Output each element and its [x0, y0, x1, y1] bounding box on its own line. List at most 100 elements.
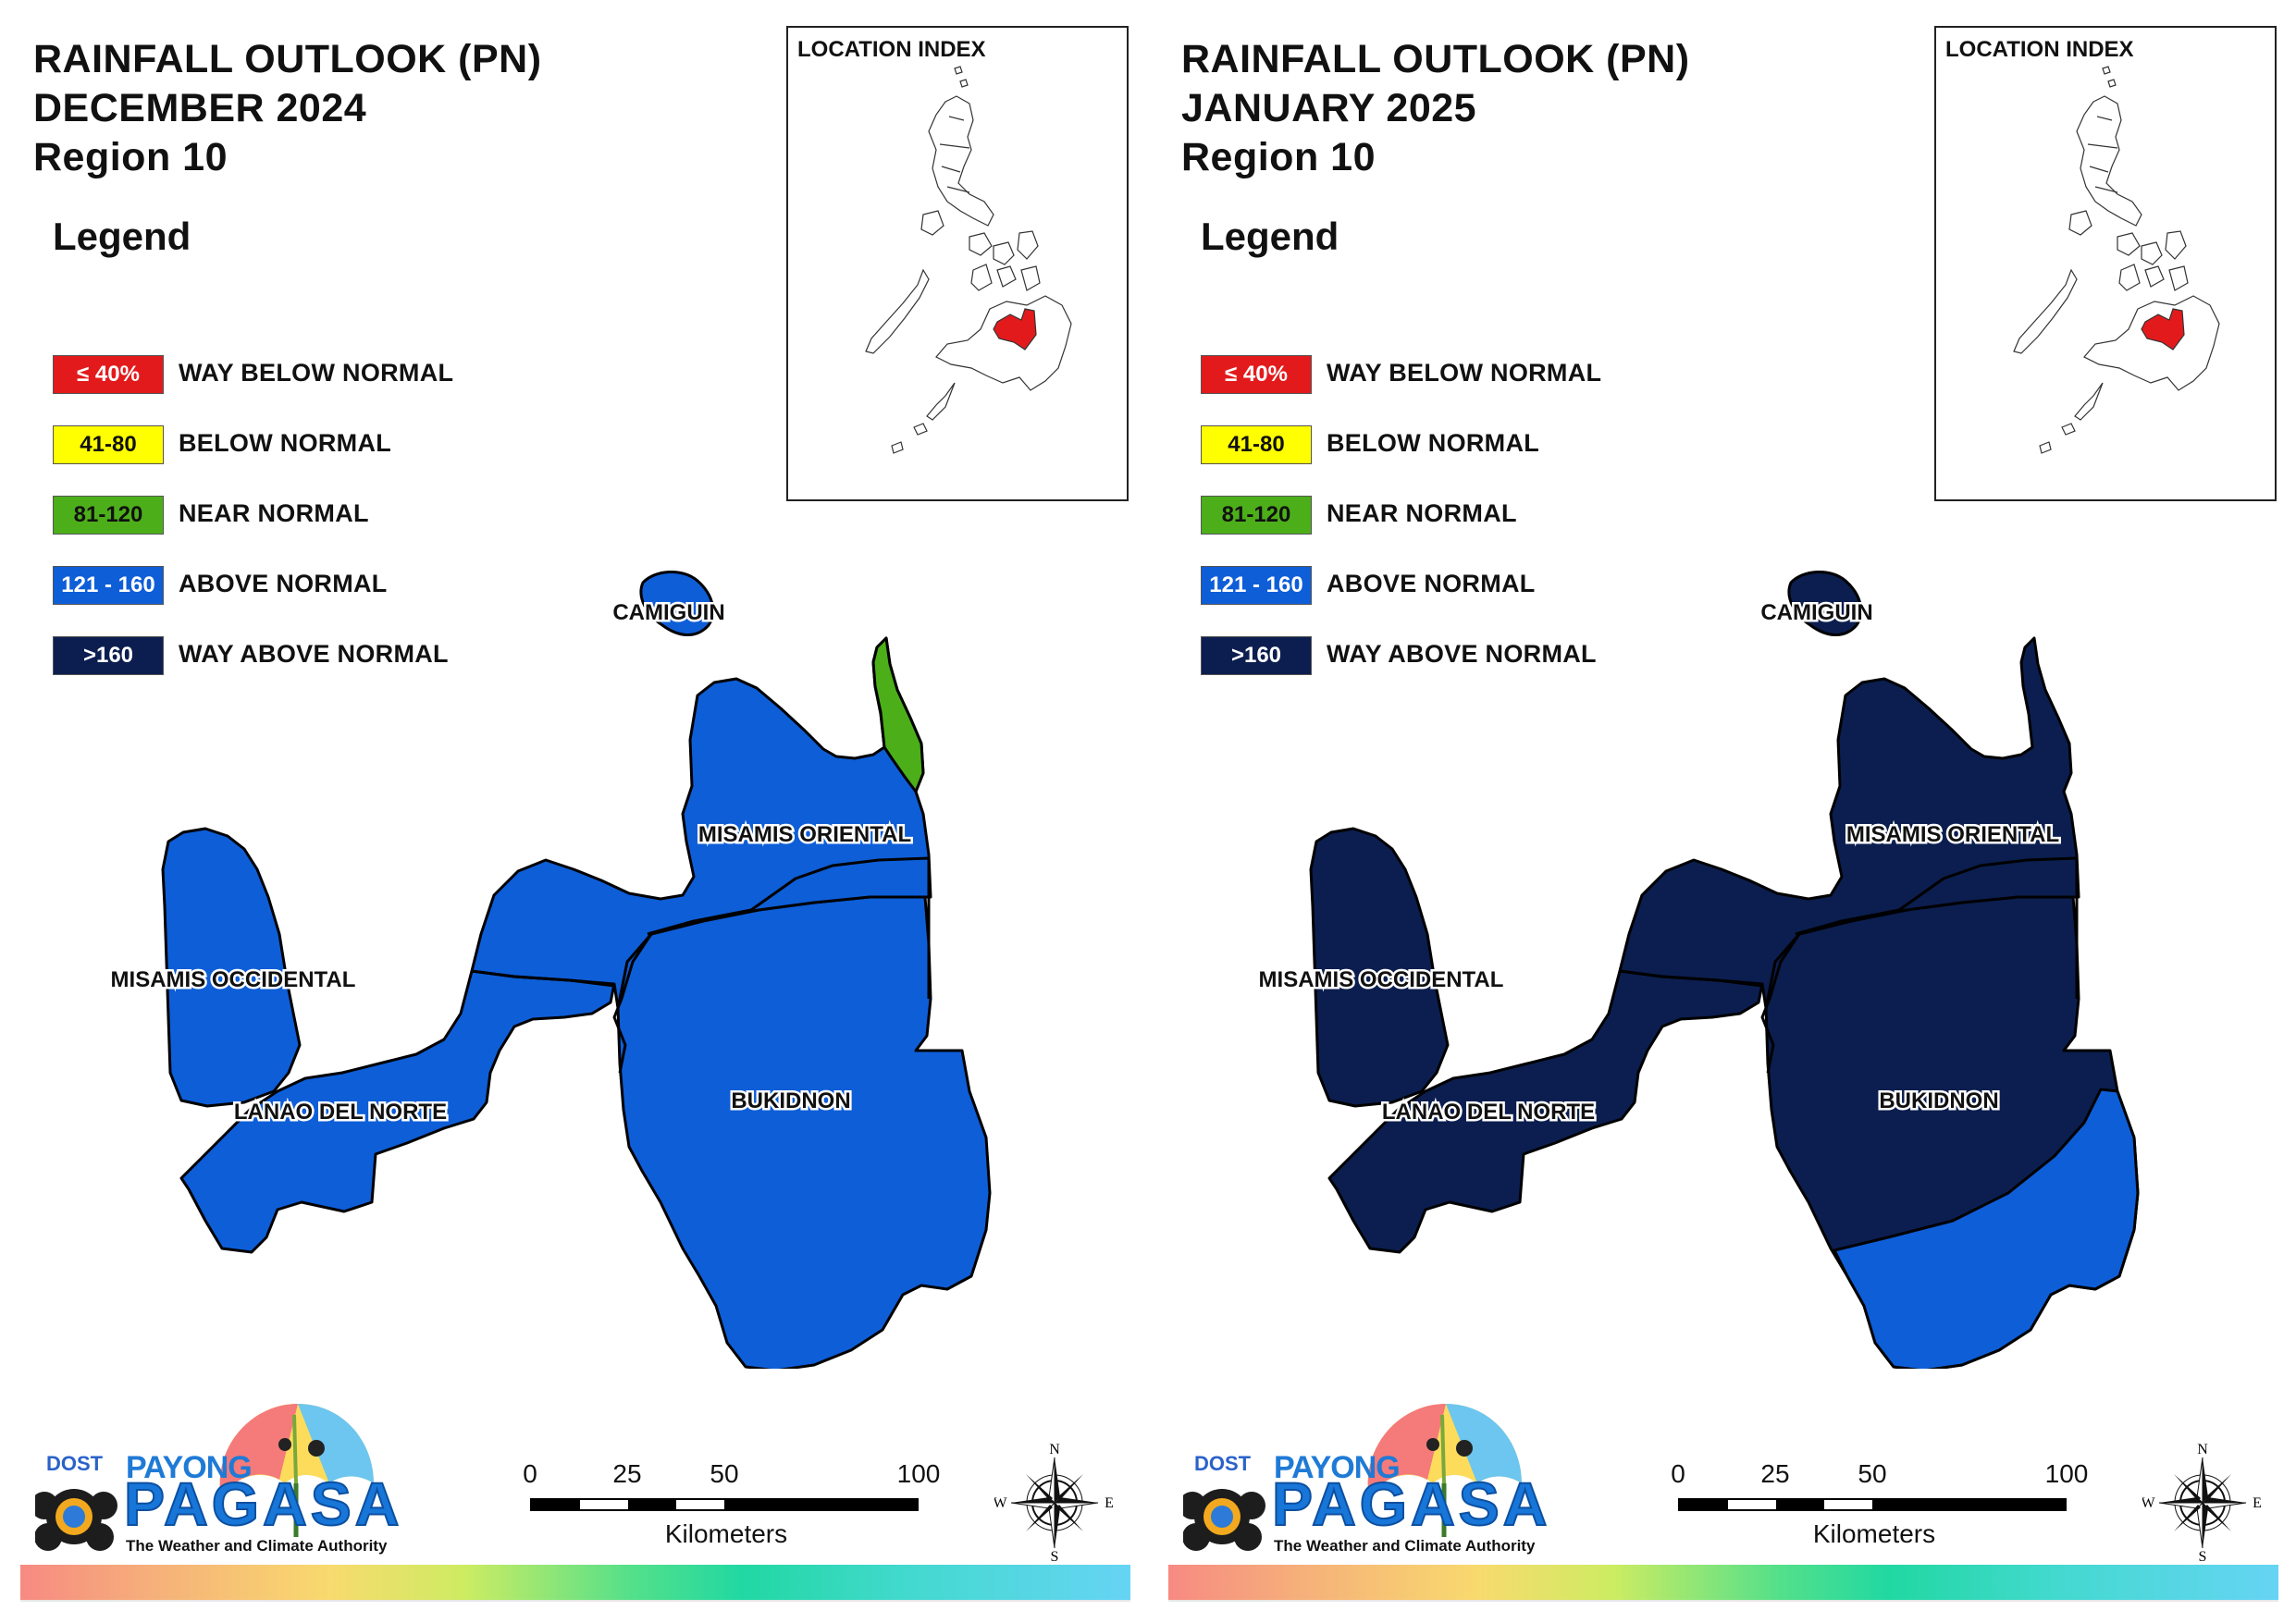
label-lanao-del-norte: LANAO DEL NORTE — [1382, 1100, 1595, 1125]
province-misamis-oriental — [470, 636, 932, 1010]
province-camiguin — [1787, 570, 1863, 636]
title-line-1: RAINFALL OUTLOOK (PN) — [33, 37, 542, 81]
pagasa-text: PAGASA — [123, 1469, 403, 1539]
title-line-2: JANUARY 2025 — [1181, 86, 1477, 130]
compass-e: E — [2253, 1495, 2262, 1511]
legend-label: WAY BELOW NORMAL — [179, 359, 454, 387]
legend-swatch: 41-80 — [53, 425, 164, 464]
umbrella-icon — [1183, 1404, 1522, 1551]
compass-w: W — [2142, 1495, 2155, 1511]
legend-item: ≤ 40% WAY BELOW NORMAL — [53, 355, 571, 394]
legend-swatch: ≤ 40% — [1201, 355, 1312, 394]
province-bukidnon — [616, 895, 992, 1369]
scale-tick-100: 100 — [2044, 1459, 2089, 1488]
scale-tick-50: 50 — [1858, 1459, 1887, 1488]
map-title: RAINFALL OUTLOOK (PN) DECEMBER 2024 Regi… — [33, 35, 542, 182]
legend-heading: Legend — [53, 215, 191, 258]
above-normal-zone — [1833, 1088, 2140, 1369]
compass-w: W — [994, 1495, 1007, 1511]
legend-heading: Legend — [1201, 215, 1339, 258]
title-line-3: Region 10 — [1181, 135, 1376, 179]
compass-n: N — [2197, 1442, 2208, 1457]
label-camiguin: CAMIGUIN — [1760, 600, 1872, 625]
scale-unit: Kilometers — [1812, 1519, 1936, 1548]
region-10-map: CAMIGUIN MISAMIS ORIENTAL MISAMIS OCCIDE… — [1256, 570, 2140, 1369]
title-line-2: DECEMBER 2024 — [33, 86, 367, 130]
compass-rose-icon: N S W E — [2142, 1442, 2262, 1561]
legend-label: WAY ABOVE NORMAL — [179, 640, 449, 668]
near-normal-zone — [871, 636, 925, 793]
payong-text: PAYONG — [1274, 1450, 1401, 1485]
title-line-3: Region 10 — [33, 135, 228, 179]
legend-item: 41-80 BELOW NORMAL — [53, 425, 571, 464]
province-misamis-oriental — [1618, 636, 2080, 1010]
province-lanao-del-norte — [1327, 969, 1764, 1254]
location-index: LOCATION INDEX — [1934, 26, 2277, 501]
footer-rule — [20, 1600, 1130, 1602]
legend-label: NEAR NORMAL — [1327, 499, 1517, 527]
legend-swatch: 81-120 — [1201, 496, 1312, 535]
legend-swatch: 121 - 160 — [1201, 566, 1312, 605]
legend-item: 121 - 160 ABOVE NORMAL — [53, 566, 571, 605]
label-lanao-del-norte: LANAO DEL NORTE — [234, 1100, 447, 1125]
legend-item: 121 - 160 ABOVE NORMAL — [1201, 566, 1719, 605]
dost-text: DOST — [1194, 1452, 1252, 1475]
location-index: LOCATION INDEX — [786, 26, 1129, 501]
legend-label: ABOVE NORMAL — [1327, 570, 1536, 597]
rainbow-footer-bar — [1168, 1565, 2278, 1600]
philippines-inset-map — [2013, 66, 2220, 454]
region-10-highlight — [2141, 308, 2185, 350]
scale-tick-0: 0 — [523, 1459, 537, 1488]
philippines-inset-map — [865, 66, 1072, 454]
legend-item: ≤ 40% WAY BELOW NORMAL — [1201, 355, 1719, 394]
label-misamis-oriental: MISAMIS ORIENTAL — [1846, 822, 2059, 847]
region-10-map: CAMIGUIN MISAMIS ORIENTAL MISAMIS OCCIDE… — [108, 570, 992, 1369]
compass-rose-icon: N S W E — [994, 1442, 1114, 1561]
scale-tick-25: 25 — [612, 1459, 642, 1488]
rainbow-footer-bar — [20, 1565, 1130, 1600]
legend-swatch: 41-80 — [1201, 425, 1312, 464]
umbrella-icon — [35, 1404, 374, 1551]
legend-label: BELOW NORMAL — [1327, 429, 1540, 457]
outlook-panel-2: RAINFALL OUTLOOK (PN) JANUARY 2025 Regio… — [1148, 0, 2295, 1623]
legend-label: WAY BELOW NORMAL — [1327, 359, 1602, 387]
compass-s: S — [1051, 1549, 1059, 1561]
legend-item: 81-120 NEAR NORMAL — [1201, 496, 1719, 535]
dost-text: DOST — [46, 1452, 104, 1475]
payong-pagasa-logo: DOST PAYONG PAGASA The Weather and Clima… — [1183, 1387, 1572, 1568]
label-camiguin: CAMIGUIN — [612, 600, 724, 625]
compass-s: S — [2199, 1549, 2207, 1561]
location-index-title: LOCATION INDEX — [1945, 37, 2134, 62]
legend-label: ABOVE NORMAL — [179, 570, 388, 597]
legend-item: 81-120 NEAR NORMAL — [53, 496, 571, 535]
legend-swatch: >160 — [53, 636, 164, 675]
legend-item: >160 WAY ABOVE NORMAL — [53, 636, 571, 675]
legend-label: NEAR NORMAL — [179, 499, 369, 527]
legend-item: 41-80 BELOW NORMAL — [1201, 425, 1719, 464]
label-bukidnon: BUKIDNON — [1879, 1088, 1998, 1113]
location-index-title: LOCATION INDEX — [797, 37, 986, 62]
label-misamis-oriental: MISAMIS ORIENTAL — [698, 822, 911, 847]
scale-tick-50: 50 — [710, 1459, 739, 1488]
pagasa-text: PAGASA — [1271, 1469, 1551, 1539]
footer-rule — [1168, 1600, 2278, 1602]
label-misamis-occidental: MISAMIS OCCIDENTAL — [111, 967, 356, 992]
scale-tick-0: 0 — [1671, 1459, 1685, 1488]
legend-label: BELOW NORMAL — [179, 429, 392, 457]
payong-text: PAYONG — [126, 1450, 253, 1485]
province-camiguin — [639, 570, 715, 636]
compass-e: E — [1105, 1495, 1114, 1511]
legend-swatch: 121 - 160 — [53, 566, 164, 605]
legend-swatch: 81-120 — [53, 496, 164, 535]
pagasa-tagline: The Weather and Climate Authority — [126, 1537, 388, 1555]
legend-label: WAY ABOVE NORMAL — [1327, 640, 1597, 668]
region-10-highlight — [993, 308, 1037, 350]
province-misamis-occidental — [161, 827, 302, 1108]
compass-n: N — [1049, 1442, 1060, 1457]
scale-bar: 0 25 50 100 Kilometers — [1671, 1459, 2088, 1561]
legend-swatch: >160 — [1201, 636, 1312, 675]
scale-bar-segments — [1678, 1498, 2067, 1511]
title-line-1: RAINFALL OUTLOOK (PN) — [1181, 37, 1690, 81]
label-bukidnon: BUKIDNON — [731, 1088, 850, 1113]
map-title: RAINFALL OUTLOOK (PN) JANUARY 2025 Regio… — [1181, 35, 1690, 182]
